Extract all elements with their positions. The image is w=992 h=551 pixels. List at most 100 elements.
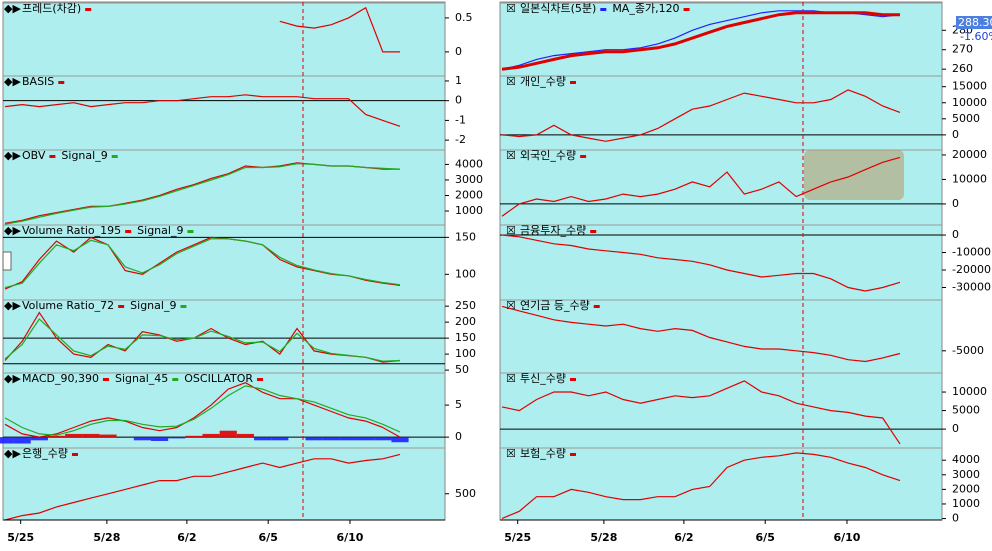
series-line [501, 452, 901, 520]
legend-label: 은행_수량 [22, 447, 68, 460]
series-line [4, 382, 401, 438]
y-tick-label: -20000 [952, 263, 991, 276]
legend-label: 프레드(차감) [22, 2, 81, 15]
y-tick-label: 10000 [952, 172, 987, 185]
series-line [501, 89, 901, 142]
legend-label: Signal_9 [130, 299, 176, 312]
x-tick-label: 6/10 [336, 531, 363, 544]
oscillator-bar [254, 437, 272, 441]
x-tick-label: 5/25 [504, 531, 531, 544]
y-tick-label: 3000 [952, 468, 980, 481]
series-line [501, 305, 901, 363]
y-tick-label: 5 [455, 398, 462, 411]
change-label: -1.60% [960, 30, 992, 43]
legend-label: OSCILLATOR [184, 372, 253, 385]
y-tick-label: 15000 [952, 80, 987, 93]
oscillator-bar [116, 437, 134, 438]
y-tick-label: 100 [455, 347, 476, 360]
y-tick-label: 0 [952, 228, 959, 241]
oscillator-bar [322, 437, 340, 441]
y-tick-label: 4000 [455, 157, 483, 170]
y-tick-label: -1 [455, 113, 466, 126]
collapse-icon: ◆▶ [4, 447, 21, 460]
y-tick-label: 270 [952, 43, 973, 56]
legend-label: Volume Ratio_72 [22, 299, 114, 312]
legend-label: Signal_45 [115, 372, 168, 385]
y-tick-label: 2000 [455, 188, 483, 201]
y-tick-label: 500 [455, 487, 476, 500]
y-tick-label: 0 [455, 430, 462, 443]
y-tick-label: 0 [455, 45, 462, 58]
y-tick-label: 250 [455, 299, 476, 312]
legend-swatch [125, 230, 132, 233]
x-tick-label: 5/28 [590, 531, 617, 544]
y-tick-label: 3000 [455, 173, 483, 186]
y-tick-label: 150 [455, 230, 476, 243]
x-tick-label: 6/2 [177, 531, 196, 544]
y-tick-label: 1000 [952, 497, 980, 510]
legend-label: 일본식차트(5분) [520, 1, 596, 15]
last-value-box [956, 16, 992, 29]
legend-swatch [111, 155, 118, 158]
y-tick-label: 4000 [952, 453, 980, 466]
y-tick-label: 150 [455, 331, 476, 344]
legend-label: Signal_9 [61, 149, 107, 162]
oscillator-bar [374, 437, 392, 441]
series-line [4, 162, 401, 225]
y-tick-label: 100 [455, 267, 476, 280]
y-tick-label: 200 [455, 315, 476, 328]
y-tick-label: 2000 [952, 482, 980, 495]
scroll-handle[interactable] [2, 251, 12, 271]
legend-swatch [600, 8, 607, 11]
oscillator-bar [391, 437, 409, 443]
y-tick-label: 260 [952, 62, 973, 75]
x-tick-label: 6/5 [756, 531, 775, 544]
legend-swatch [71, 453, 78, 456]
legend-swatch [58, 81, 65, 84]
series-line [4, 94, 401, 127]
legend-swatch [172, 378, 179, 381]
y-tick-label: 50 [455, 363, 469, 376]
y-tick-label: -10000 [952, 246, 991, 259]
oscillator-bar [30, 437, 48, 441]
legend-label: 개인_수량 [520, 75, 566, 88]
collapse-icon: ◆▶ [4, 2, 21, 15]
y-tick-label: 10000 [952, 96, 987, 109]
legend-swatch [102, 378, 109, 381]
legend-label: 연기금 등_수량 [520, 299, 590, 312]
oscillator-bar [185, 435, 203, 438]
oscillator-bar [271, 437, 289, 441]
legend-swatch [593, 305, 600, 308]
series-line [501, 234, 901, 292]
close-icon: ☒ [506, 372, 516, 385]
legend-swatch [683, 8, 690, 11]
legend-label: MACD_90,390 [22, 372, 99, 385]
oscillator-bar [168, 437, 186, 439]
y-tick-label: 1000 [455, 204, 483, 217]
series-line [4, 238, 401, 289]
collapse-icon: ◆▶ [4, 372, 21, 385]
plot-background [2, 1, 446, 521]
close-icon: ☒ [506, 299, 516, 312]
legend-label: 보험_수량 [520, 447, 566, 460]
oscillator-bar [150, 437, 169, 441]
oscillator-bar [0, 437, 14, 444]
close-icon: ☒ [506, 75, 516, 88]
legend-swatch [580, 155, 587, 158]
oscillator-bar [99, 434, 117, 438]
y-tick-label: 0 [952, 197, 959, 210]
legend-label: MA_종가,120 [612, 2, 679, 15]
legend-swatch [590, 230, 597, 233]
collapse-icon: ◆▶ [4, 75, 21, 88]
oscillator-bar [236, 433, 255, 438]
legend-label: Volume Ratio_195 [22, 224, 121, 237]
y-tick-label: -5000 [952, 344, 984, 357]
oscillator-bar [339, 437, 358, 441]
close-icon: ☒ [506, 224, 516, 237]
oscillator-bar [305, 437, 323, 441]
oscillator-bar [133, 437, 151, 441]
legend-label: 투신_수량 [520, 372, 566, 385]
y-tick-label: 0 [952, 422, 959, 435]
series-line [4, 318, 401, 362]
y-tick-label: 0.5 [455, 11, 473, 24]
